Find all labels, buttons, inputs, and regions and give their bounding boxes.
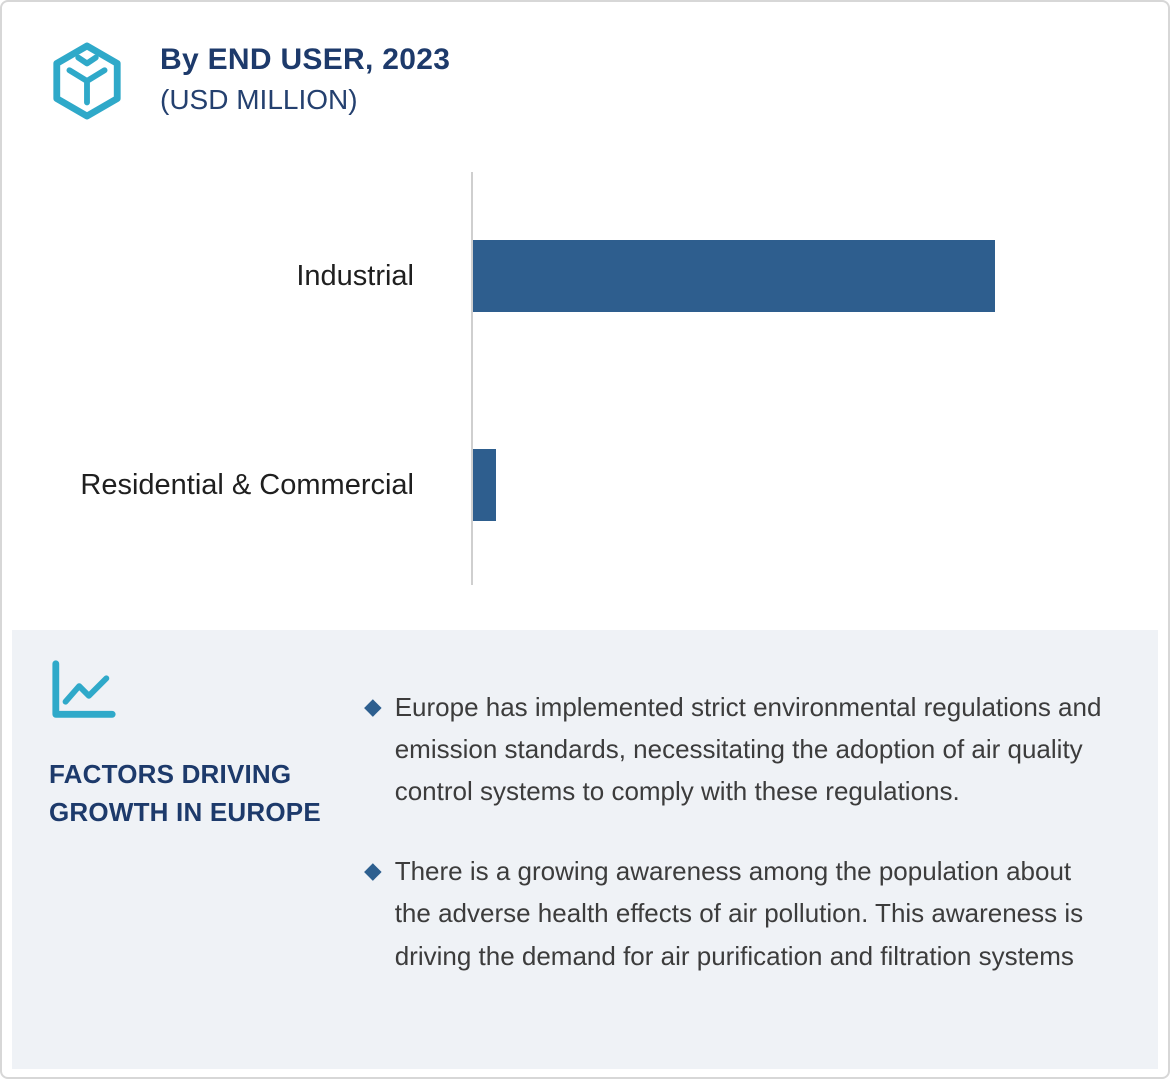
chart-title-block: By END USER, 2023 (USD MILLION): [160, 43, 450, 116]
list-item: ◆ There is a growing awareness among the…: [364, 850, 1110, 976]
factors-panel: FACTORS DRIVING GROWTH IN EUROPE ◆ Europ…: [12, 630, 1158, 1069]
chart-title: By END USER, 2023: [160, 43, 451, 76]
bar-label-residential-commercial: Residential & Commercial: [80, 469, 414, 501]
bar-track-residential-commercial: [473, 449, 1021, 521]
hexagon-package-icon: [53, 42, 121, 120]
diamond-bullet-icon: ◆: [364, 693, 382, 719]
factors-bullet-list: ◆ Europe has implemented strict environm…: [364, 686, 1110, 977]
line-chart-icon: [52, 660, 116, 718]
bar-residential-commercial: [473, 449, 496, 521]
bar-industrial: [473, 240, 995, 312]
diamond-bullet-icon: ◆: [364, 857, 382, 884]
y-axis-line: [471, 172, 473, 585]
bullet-text: Europe has implemented strict environmen…: [394, 692, 1102, 807]
factors-heading: FACTORS DRIVING GROWTH IN EUROPE: [49, 759, 321, 827]
bullet-text: There is a growing awareness among the p…: [394, 856, 1084, 971]
bar-track-industrial: [473, 240, 1021, 312]
chart-subtitle: (USD MILLION): [160, 84, 358, 115]
list-item: ◆ Europe has implemented strict environm…: [364, 686, 1110, 812]
bar-label-industrial: Industrial: [296, 260, 414, 292]
